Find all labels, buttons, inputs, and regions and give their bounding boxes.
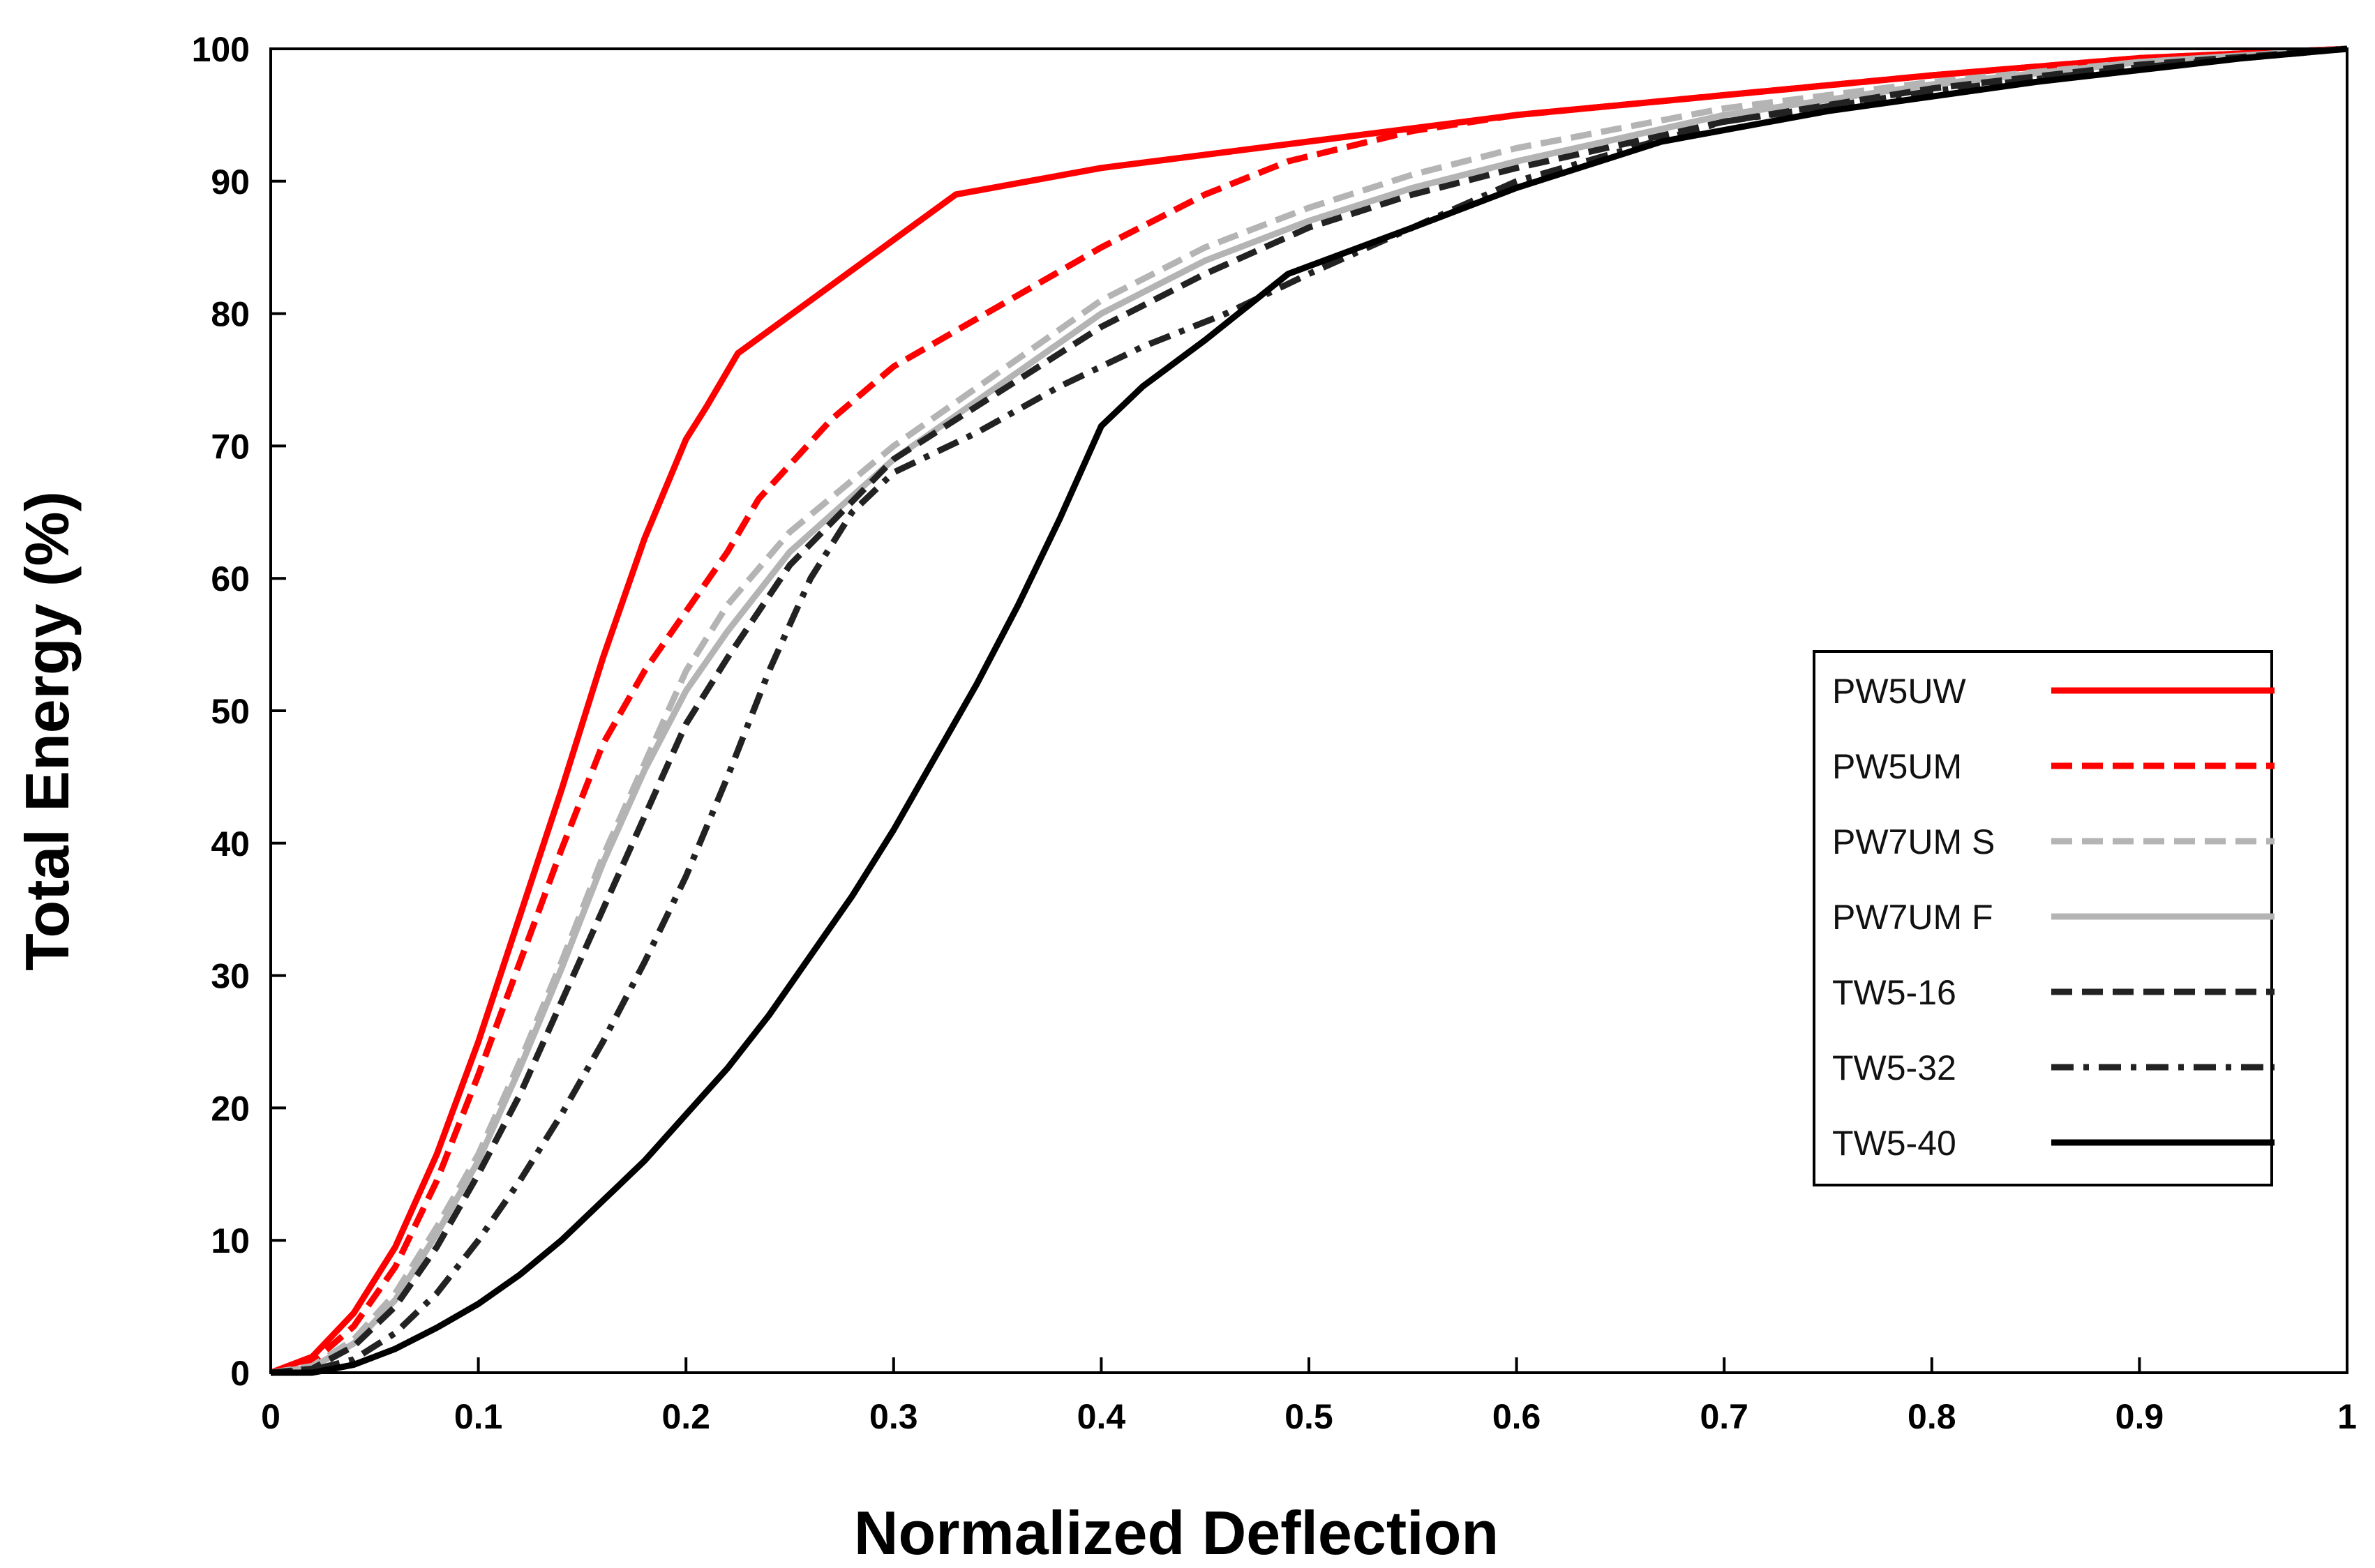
series-line-tw5-16 <box>270 45 2348 1376</box>
y-tick-label: 70 <box>211 427 250 466</box>
y-tick-label: 60 <box>211 559 250 598</box>
x-tick-label: 0 <box>261 1397 280 1436</box>
series-line-tw5-32 <box>270 45 2348 1376</box>
x-tick-label: 1 <box>2337 1397 2357 1436</box>
y-tick-label: 40 <box>211 824 250 864</box>
legend-label-tw5-16: TW5-16 <box>1832 973 1956 1012</box>
series-line-pw7um-s <box>270 45 2348 1376</box>
x-tick-label: 0.8 <box>1908 1397 1956 1436</box>
y-tick-label: 10 <box>211 1221 250 1260</box>
legend-label-pw5um: PW5UM <box>1832 747 1962 786</box>
legend-label-pw5uw: PW5UW <box>1832 672 1966 711</box>
legend-label-pw7um-f: PW7UM F <box>1832 898 1993 937</box>
series-lines <box>269 45 2348 1376</box>
legend: PW5UW PW5UM PW7UM S PW7UM F TW5-16 TW5-32 TW5-… <box>1813 650 2275 1186</box>
x-tick-label: 0.1 <box>454 1397 503 1436</box>
series-line-pw5um <box>269 45 2348 1376</box>
x-tick-label: 0.2 <box>661 1397 710 1436</box>
series-line-tw5-40 <box>271 45 2348 1376</box>
y-tick-label: 90 <box>211 163 250 202</box>
series-line-pw7um-f <box>270 45 2348 1376</box>
x-tick-label: 0.9 <box>2115 1397 2164 1436</box>
x-tick-label: 0.7 <box>1700 1397 1748 1436</box>
x-axis-title: Normalized Deflection <box>854 1498 1499 1567</box>
legend-label-tw5-40: TW5-40 <box>1832 1124 1956 1163</box>
y-tick-label: 80 <box>211 295 250 334</box>
y-tick-label: 30 <box>211 957 250 996</box>
plot-area-frame <box>269 47 2348 1374</box>
y-axis-ticks: 0 10 20 30 40 50 60 70 80 90 100 <box>192 30 286 1393</box>
x-axis-ticks: 0 0.1 0.2 0.3 0.4 0.5 0.6 0.7 0.8 0.9 1 <box>261 1357 2357 1436</box>
legend-label-pw7um-s: PW7UM S <box>1832 822 1995 861</box>
x-tick-label: 0.6 <box>1492 1397 1541 1436</box>
y-tick-label: 0 <box>230 1354 250 1393</box>
y-tick-label: 100 <box>192 30 250 69</box>
x-tick-label: 0.4 <box>1077 1397 1126 1436</box>
y-axis-title: Total Energy (%) <box>13 491 82 971</box>
legend-label-tw5-32: TW5-32 <box>1832 1048 1956 1087</box>
x-tick-label: 0.3 <box>869 1397 918 1436</box>
y-tick-label: 50 <box>211 692 250 731</box>
x-tick-label: 0.5 <box>1284 1397 1333 1436</box>
y-tick-label: 20 <box>211 1089 250 1128</box>
